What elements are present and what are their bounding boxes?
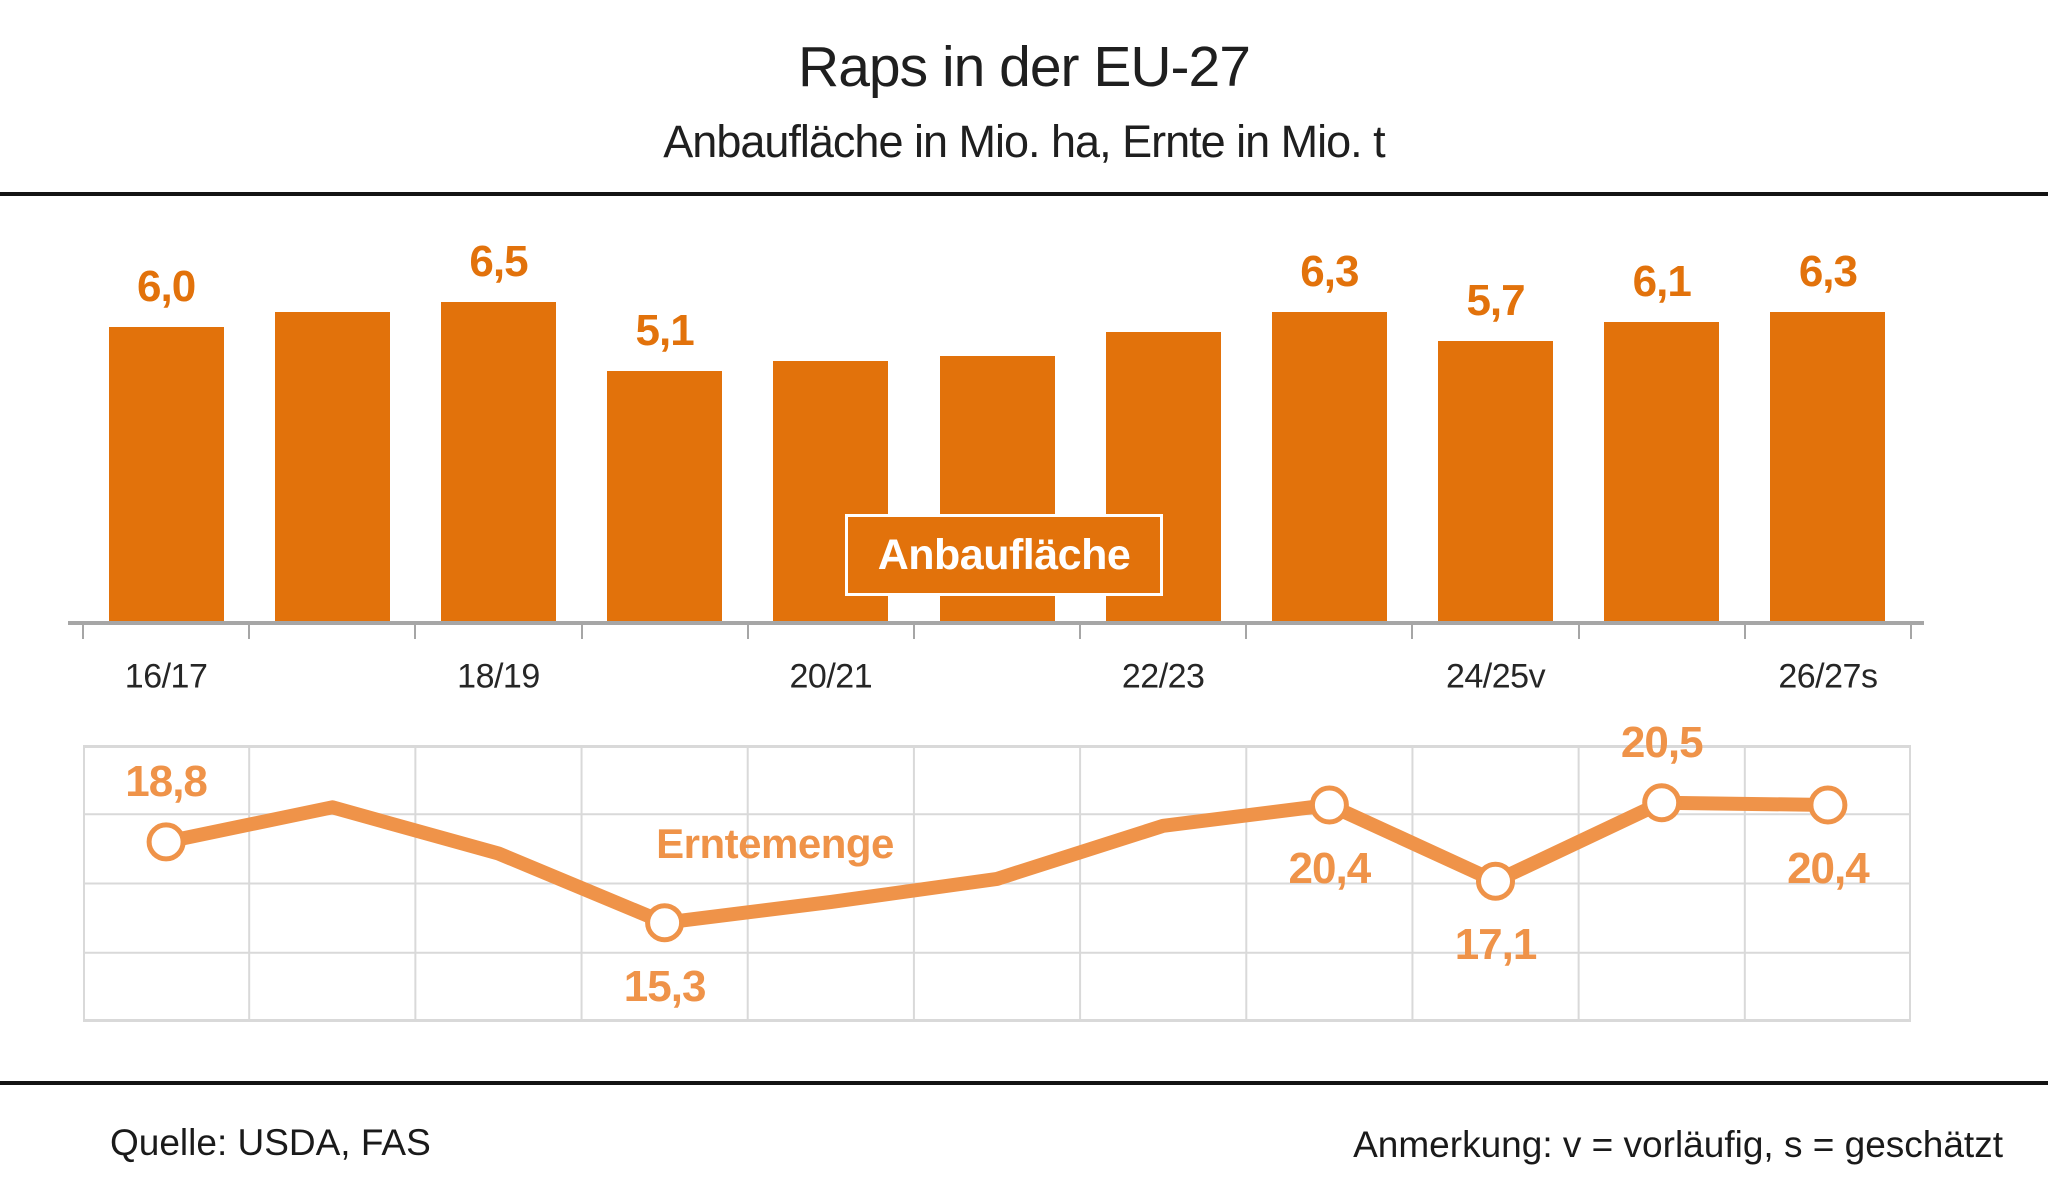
line-marker <box>146 822 186 862</box>
x-axis-tick <box>912 625 915 639</box>
bar-25/26 <box>1604 321 1720 623</box>
line-marker <box>1808 785 1848 825</box>
bar-16/17 <box>108 326 224 623</box>
line-value-label: 17,1 <box>1454 920 1538 970</box>
x-axis-tick <box>82 625 84 639</box>
x-axis-label-24/25v: 24/25v <box>1445 657 1546 696</box>
bar-value-label: 6,5 <box>469 236 528 286</box>
page-subtitle: Anbaufläche in Mio. ha, Ernte in Mio. t <box>663 116 1385 167</box>
bar-value-label: 6,3 <box>1798 246 1858 296</box>
bar-value-label: 6,3 <box>1300 246 1359 296</box>
line-value-label: 18,8 <box>125 756 208 806</box>
bar-17/18 <box>274 311 390 623</box>
x-axis-tick <box>248 625 251 639</box>
x-axis-tick <box>1245 625 1248 639</box>
line-marker <box>1476 861 1515 901</box>
x-axis-tick <box>1577 625 1580 639</box>
line-value-label: 20,5 <box>1620 717 1704 767</box>
line-series-label: Erntemenge <box>656 820 894 867</box>
x-axis-tick <box>746 625 749 639</box>
bar-23/24 <box>1271 311 1387 623</box>
x-axis-tick <box>414 625 417 639</box>
x-axis-label-20/21: 20/21 <box>789 657 873 696</box>
bottom-divider <box>0 1081 2048 1085</box>
erntemenge-line <box>164 795 1828 930</box>
x-axis-tick <box>1743 625 1746 639</box>
legend-anbauflaeche: Anbaufläche <box>845 514 1163 596</box>
line-marker <box>1309 785 1349 825</box>
legend-anbauflaeche-label: Anbaufläche <box>877 530 1131 579</box>
x-axis-tick <box>580 625 583 639</box>
bar-19/20 <box>607 371 723 623</box>
x-axis-line <box>68 621 1924 625</box>
bar-value-label: 5,1 <box>635 306 695 356</box>
bar-26/27s <box>1770 311 1886 623</box>
line-value-label: 20,4 <box>1787 844 1870 894</box>
x-axis-label-22/23: 22/23 <box>1121 657 1205 696</box>
x-axis-tick <box>1910 625 1912 639</box>
line-marker <box>1642 783 1682 823</box>
bar-24/25v <box>1438 341 1554 623</box>
note-text: Anmerkung: v = vorläufig, s = geschätzt <box>1353 1124 2003 1165</box>
bar-value-label: 6,1 <box>1632 256 1692 306</box>
line-value-label: 15,3 <box>623 961 707 1011</box>
page-title: Raps in der EU-27 <box>798 35 1251 99</box>
bar-value-label: 5,7 <box>1466 276 1525 326</box>
source-text: Quelle: USDA, FAS <box>110 1122 431 1163</box>
bar-18/19 <box>440 301 556 623</box>
line-chart <box>83 745 1911 1022</box>
line-marker <box>645 903 685 943</box>
bar-value-label: 6,0 <box>136 261 196 311</box>
x-axis-tick <box>1411 625 1414 639</box>
x-axis-label-26/27s: 26/27s <box>1778 657 1878 696</box>
top-divider <box>0 192 2048 196</box>
x-axis-label-18/19: 18/19 <box>457 657 540 696</box>
line-value-label: 20,4 <box>1288 844 1372 894</box>
x-axis-label-16/17: 16/17 <box>124 657 208 696</box>
x-axis-tick <box>1079 625 1082 639</box>
